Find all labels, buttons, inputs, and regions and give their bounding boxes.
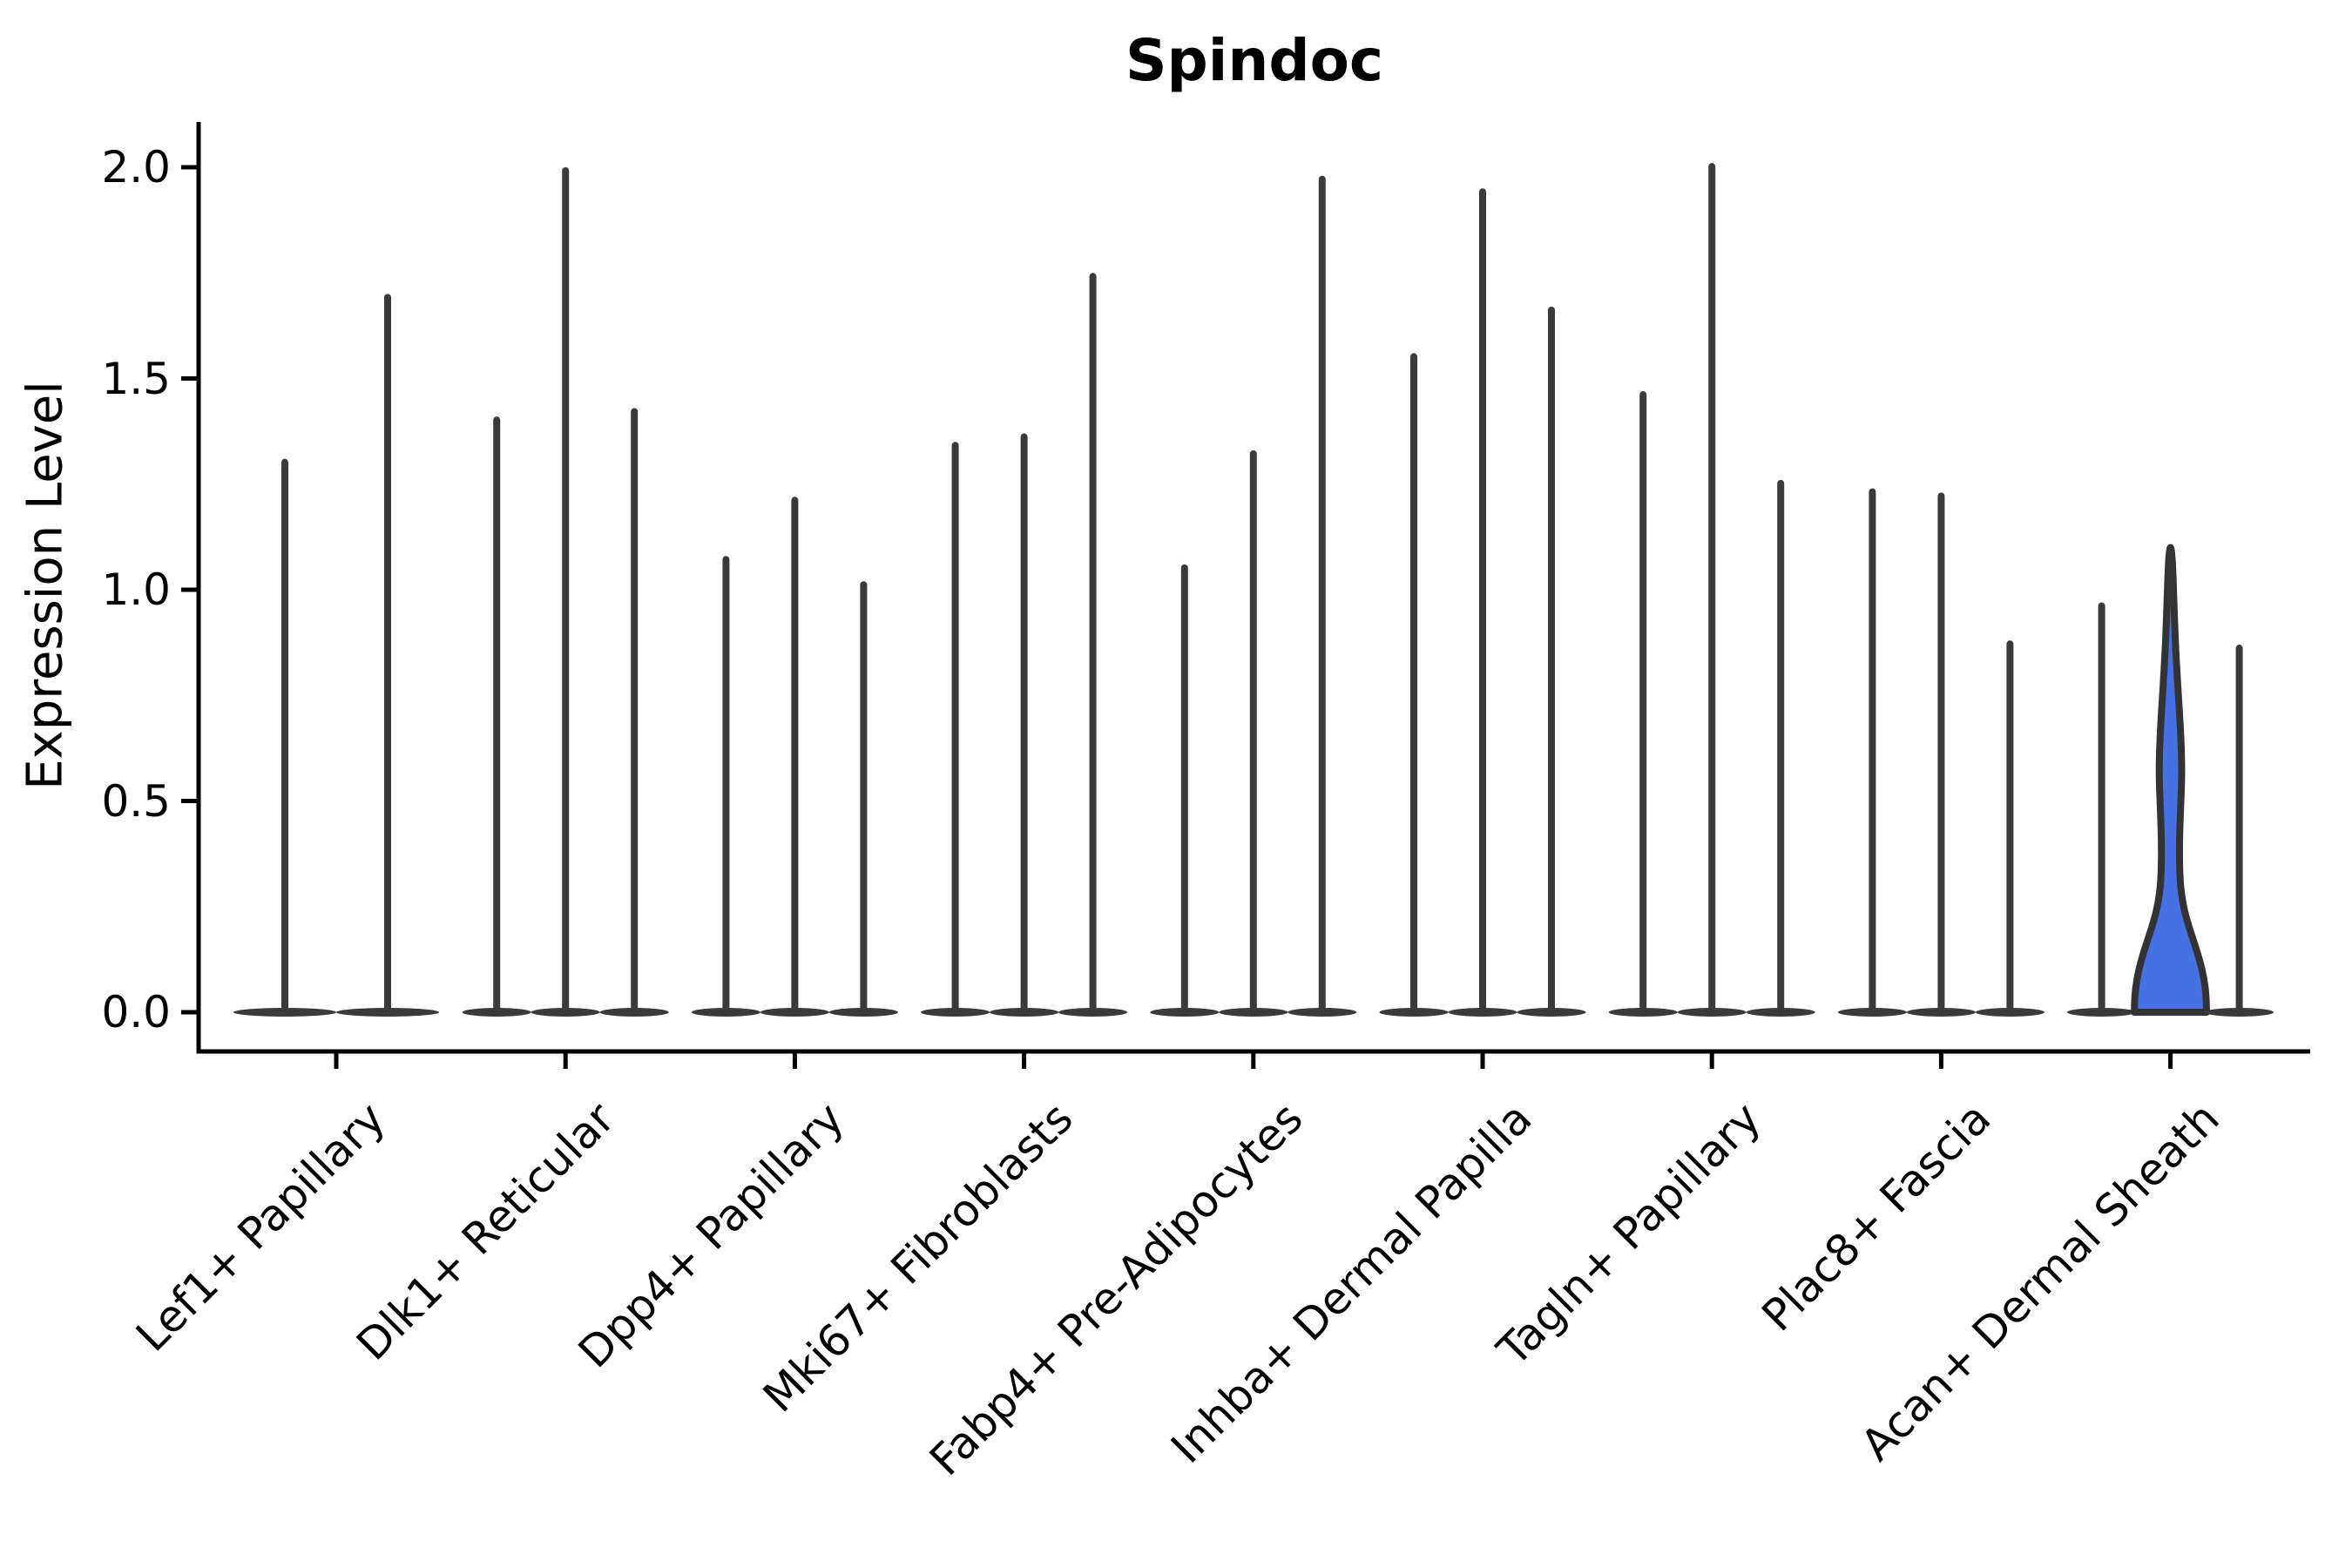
y-tick-label: 0.5 — [101, 775, 171, 827]
y-tick-label: 1.5 — [101, 353, 171, 404]
chart-title: Spindoc — [1125, 27, 1384, 94]
y-tick-label: 2.0 — [101, 142, 171, 193]
y-tick-label: 0.0 — [101, 987, 171, 1037]
y-tick-label: 1.0 — [101, 564, 171, 615]
violin-highlighted — [2131, 544, 2211, 1016]
